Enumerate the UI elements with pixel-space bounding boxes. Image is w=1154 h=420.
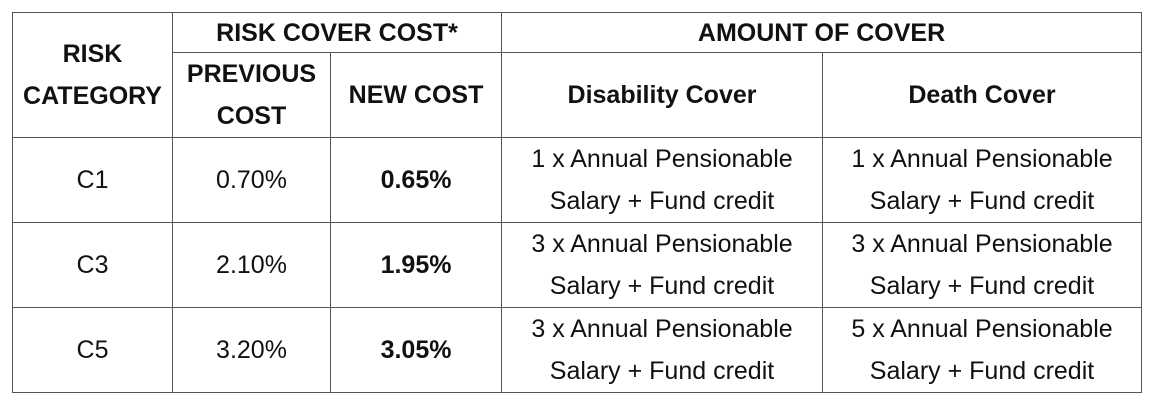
- cell-previous-cost: 0.70%: [172, 137, 331, 223]
- cell-risk-category: C3: [12, 222, 173, 308]
- cell-new-cost: 1.95%: [329, 222, 503, 308]
- cell-new-cost: 0.65%: [329, 137, 503, 223]
- cell-previous-cost: 2.10%: [172, 222, 331, 308]
- cell-death-cover: 3 x Annual Pensionable Salary + Fund cre…: [822, 222, 1143, 308]
- cell-previous-cost: 3.20%: [172, 307, 331, 393]
- cell-risk-category: C5: [12, 307, 173, 393]
- cell-death-cover: 1 x Annual Pensionable Salary + Fund cre…: [822, 137, 1143, 223]
- header-risk-cover-cost: RISK COVER COST*: [171, 12, 503, 53]
- table-header-row-top: RISK CATEGORY RISK COVER COST* AMOUNT OF…: [12, 12, 1143, 138]
- cell-new-cost: 3.05%: [329, 307, 503, 393]
- header-disability-cover: Disability Cover: [501, 52, 824, 138]
- risk-cover-table-container: RISK CATEGORY RISK COVER COST* AMOUNT OF…: [12, 12, 1143, 393]
- cell-disability-cover: 3 x Annual Pensionable Salary + Fund cre…: [501, 222, 824, 308]
- table-row: C1 0.70% 0.65% 1 x Annual Pensionable Sa…: [12, 137, 1143, 223]
- table-row: C5 3.20% 3.05% 3 x Annual Pensionable Sa…: [12, 307, 1143, 393]
- cell-disability-cover: 1 x Annual Pensionable Salary + Fund cre…: [501, 137, 824, 223]
- header-death-cover: Death Cover: [822, 52, 1143, 138]
- table-row: C3 2.10% 1.95% 3 x Annual Pensionable Sa…: [12, 222, 1143, 308]
- header-amount-of-cover: AMOUNT OF COVER: [501, 12, 1143, 53]
- header-new-cost: NEW COST: [329, 52, 503, 138]
- header-previous-cost: PREVIOUS COST: [172, 52, 331, 138]
- cell-death-cover: 5 x Annual Pensionable Salary + Fund cre…: [822, 307, 1143, 393]
- cell-disability-cover: 3 x Annual Pensionable Salary + Fund cre…: [501, 307, 824, 393]
- table-header-row-sub: PREVIOUS COST NEW COST Disability Cover …: [13, 52, 1143, 138]
- cell-risk-category: C1: [12, 137, 173, 223]
- risk-cover-table: RISK CATEGORY RISK COVER COST* AMOUNT OF…: [12, 12, 1143, 393]
- header-risk-category: RISK CATEGORY: [12, 12, 173, 138]
